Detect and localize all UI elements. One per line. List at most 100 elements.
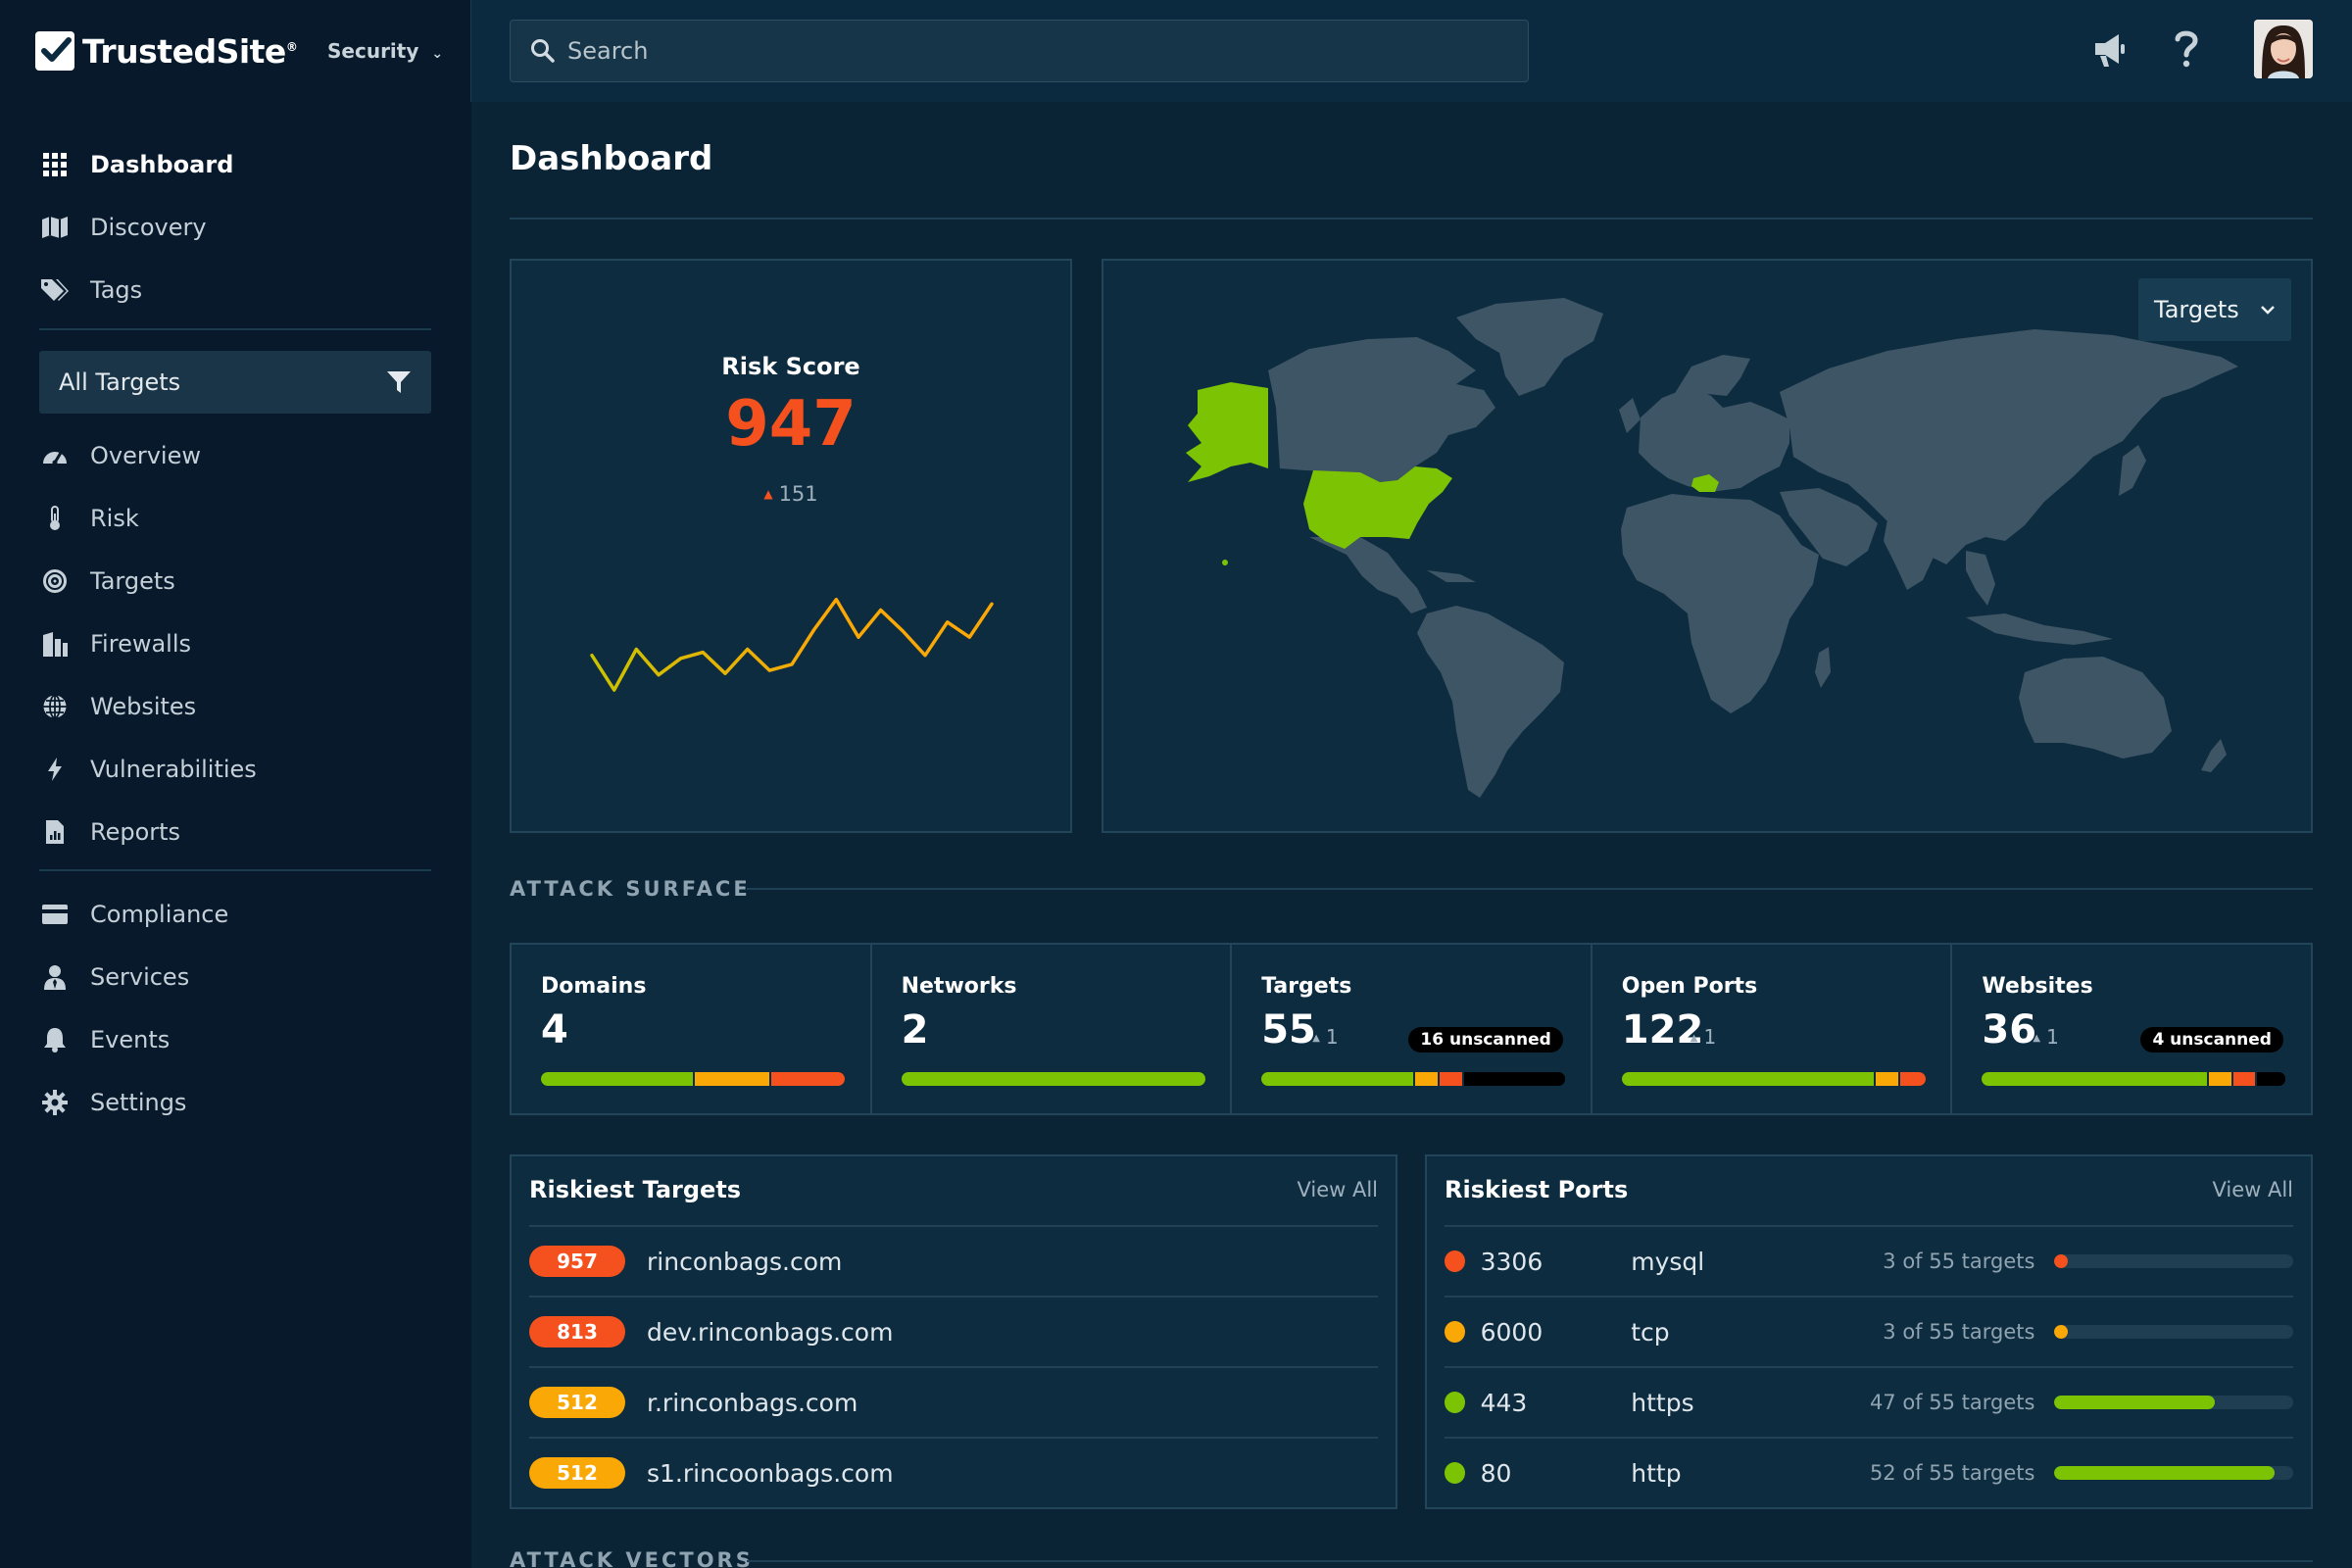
stat-bar-segment (2206, 1072, 2231, 1086)
world-map (1186, 298, 2238, 798)
checkmark-icon (35, 31, 74, 71)
risk-sparkline (590, 597, 994, 692)
risk-score-pill: 957 (529, 1246, 625, 1277)
port-bar-fill (2054, 1396, 2215, 1409)
list-item[interactable]: 957 rinconbags.com (529, 1225, 1378, 1296)
sidebar-item-risk[interactable]: Risk (39, 499, 139, 538)
sidebar-item-reports[interactable]: Reports (39, 812, 180, 852)
tags-icon (39, 277, 71, 303)
risk-score-pill: 512 (529, 1387, 625, 1418)
stat-bar-segment (1413, 1072, 1438, 1086)
stat-label: Websites (1982, 974, 2093, 999)
port-number: 443 (1480, 1388, 1528, 1417)
sidebar-item-settings[interactable]: Settings (39, 1083, 186, 1122)
question-icon[interactable] (2172, 27, 2201, 71)
attack-surface-label: ATTACK SURFACE (510, 877, 751, 901)
search-input[interactable] (567, 21, 1508, 81)
port-bar-fill (2054, 1254, 2068, 1268)
world-map-card (1102, 259, 2313, 833)
sidebar-item-overview[interactable]: Overview (39, 436, 201, 475)
view-all-link[interactable]: View All (1297, 1178, 1378, 1201)
stat-websites[interactable]: Websites 36 ▲ 1 4 unscanned (1952, 945, 2311, 1113)
stat-risk-bar (1982, 1072, 2286, 1086)
target-icon (39, 568, 71, 594)
stat-bar-segment (1437, 1072, 1462, 1086)
list-item[interactable]: 6000 tcp 3 of 55 targets (1445, 1296, 2294, 1366)
risk-score-card[interactable]: Risk Score 947 ▲ 151 (510, 259, 1072, 833)
stat-domains[interactable]: Domains 4 (512, 945, 872, 1113)
port-progress-bar (2054, 1396, 2294, 1409)
stat-networks[interactable]: Networks 2 (872, 945, 1233, 1113)
sidebar-item-label: Overview (90, 442, 201, 469)
sidebar-item-label: Firewalls (90, 630, 192, 658)
target-name: r.rinconbags.com (647, 1388, 858, 1417)
report-icon (39, 819, 71, 845)
map-metric-dropdown[interactable]: Targets (2138, 278, 2291, 341)
sidebar-item-label: Services (90, 963, 190, 991)
sidebar-item-services[interactable]: Services (39, 957, 189, 997)
globe-icon (39, 694, 71, 719)
sidebar-item-label: Targets (90, 567, 175, 595)
target-filter[interactable]: All Targets (39, 351, 431, 414)
stat-risk-bar (1261, 1072, 1566, 1086)
stat-label: Networks (901, 974, 1017, 999)
attack-surface-stats: Domains 4 Networks 2 Targets 55 ▲ 1 16 un… (510, 943, 2313, 1115)
risk-score-pill: 512 (529, 1457, 625, 1489)
gauge-icon (39, 443, 71, 468)
stat-delta: ▲ 1 (1690, 1025, 1717, 1049)
sidebar-item-vulnerabilities[interactable]: Vulnerabilities (39, 750, 257, 789)
page-title: Dashboard (510, 139, 713, 178)
port-target-count: 3 of 55 targets (1883, 1320, 2035, 1344)
logo[interactable]: TrustedSite® (35, 29, 298, 73)
port-progress-bar (2054, 1325, 2294, 1339)
chevron-down-icon (2261, 306, 2275, 315)
bolt-icon (39, 757, 71, 782)
credit-card-icon (39, 902, 71, 927)
sidebar-item-websites[interactable]: Websites (39, 687, 196, 726)
sidebar-item-compliance[interactable]: Compliance (39, 895, 228, 934)
sidebar-item-firewalls[interactable]: Firewalls (39, 624, 191, 663)
sidebar-item-events[interactable]: Events (39, 1020, 170, 1059)
search-icon (531, 39, 555, 63)
port-number: 80 (1480, 1458, 1512, 1488)
stat-bar-segment (1982, 1072, 2207, 1086)
list-item[interactable]: 443 https 47 of 55 targets (1445, 1366, 2294, 1437)
megaphone-icon[interactable] (2091, 27, 2127, 71)
stat-targets[interactable]: Targets 55 ▲ 1 16 unscanned (1232, 945, 1592, 1113)
port-target-count: 47 of 55 targets (1869, 1391, 2035, 1414)
list-item[interactable]: 512 r.rinconbags.com (529, 1366, 1378, 1437)
unscanned-badge[interactable]: 16 unscanned (1408, 1027, 1563, 1053)
risk-score-title: Risk Score (721, 353, 860, 380)
stat-value: 122 (1621, 1007, 1704, 1053)
sidebar-item-dashboard[interactable]: Dashboard (39, 145, 233, 184)
status-dot (1445, 1321, 1465, 1343)
port-target-count: 3 of 55 targets (1883, 1250, 2035, 1273)
list-item[interactable]: 512 s1.rincoonbags.com (529, 1437, 1378, 1507)
status-dot (1445, 1392, 1465, 1413)
sidebar-item-tags[interactable]: Tags (39, 270, 142, 310)
status-dot (1445, 1250, 1465, 1272)
search-bar[interactable] (510, 20, 1529, 82)
unscanned-badge[interactable]: 4 unscanned (2140, 1027, 2283, 1053)
status-dot (1445, 1462, 1465, 1484)
stat-label: Open Ports (1621, 974, 1758, 999)
stat-open-ports[interactable]: Open Ports 122 ▲ 1 (1592, 945, 1953, 1113)
attack-vectors-label: ATTACK VECTORS (510, 1548, 754, 1568)
sidebar-item-label: Events (90, 1026, 171, 1054)
list-item[interactable]: 80 http 52 of 55 targets (1445, 1437, 2294, 1507)
triangle-up-icon: ▲ (763, 487, 773, 501)
port-service: https (1631, 1388, 1694, 1417)
sidebar-item-discovery[interactable]: Discovery (39, 208, 207, 247)
view-all-link[interactable]: View All (2212, 1178, 2293, 1201)
sidebar-item-targets[interactable]: Targets (39, 562, 175, 601)
list-item[interactable]: 813 dev.rinconbags.com (529, 1296, 1378, 1366)
port-number: 3306 (1480, 1247, 1544, 1276)
logo-text: TrustedSite® (82, 31, 298, 71)
list-item[interactable]: 3306 mysql 3 of 55 targets (1445, 1225, 2294, 1296)
avatar[interactable] (2254, 20, 2313, 78)
thermometer-icon (39, 506, 71, 531)
port-service: http (1631, 1458, 1682, 1488)
org-select[interactable]: Security ⌄ (327, 39, 443, 63)
target-filter-label: All Targets (59, 368, 181, 396)
stat-bar-segment (768, 1072, 845, 1086)
